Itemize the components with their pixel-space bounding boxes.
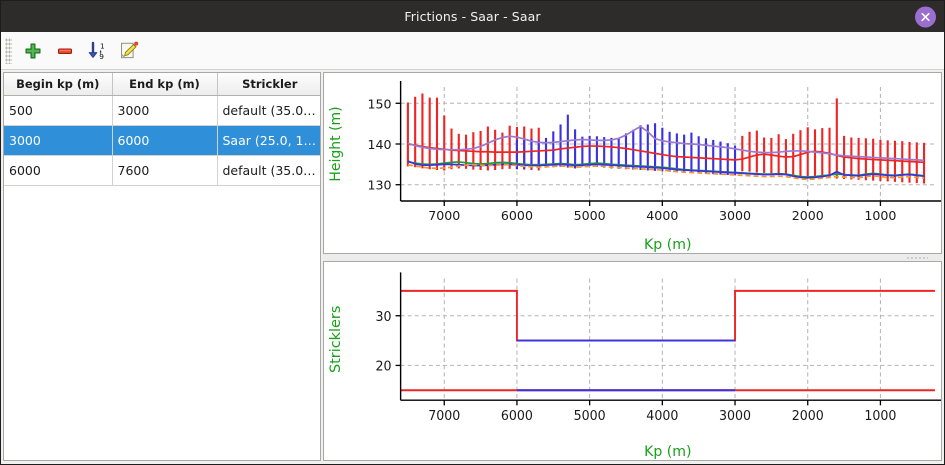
cell-end-kp[interactable]: 7600 (112, 155, 218, 186)
svg-text:150: 150 (367, 96, 391, 111)
cell-begin-kp[interactable]: 6000 (4, 155, 113, 186)
window-title: Frictions - Saar - Saar (404, 9, 541, 24)
charts-container: 130 140 150 7000 6000 5000 4000 3000 2000 1000 Kp … (323, 72, 942, 461)
svg-text:5000: 5000 (574, 409, 606, 424)
chart-series (407, 163, 925, 181)
svg-text:4000: 4000 (646, 409, 678, 424)
svg-text:30: 30 (376, 310, 392, 325)
chart-series (407, 143, 925, 164)
svg-text:3000: 3000 (719, 409, 751, 424)
window-titlebar: Frictions - Saar - Saar (1, 1, 944, 32)
svg-text:Stricklers: Stricklers (328, 306, 344, 373)
cell-strickler[interactable]: default (35.0, ... (217, 95, 320, 126)
column-header-begin-kp[interactable]: Begin kp (m) (4, 73, 113, 96)
cell-end-kp[interactable]: 6000 (112, 125, 218, 156)
table-header-row: Begin kp (m) End kp (m) Strickler (4, 73, 320, 96)
height-profile-chart[interactable]: 130 140 150 7000 6000 5000 4000 3000 2000 1000 Kp … (323, 72, 942, 254)
column-header-strickler[interactable]: Strickler (217, 73, 320, 96)
svg-text:4000: 4000 (646, 208, 678, 223)
svg-text:130: 130 (367, 178, 391, 193)
splitter-grip-icon (906, 256, 928, 259)
svg-text:6000: 6000 (501, 208, 533, 223)
svg-text:7000: 7000 (428, 208, 460, 223)
toolbar-grip[interactable] (5, 37, 12, 64)
svg-text:9: 9 (99, 52, 104, 61)
svg-text:2000: 2000 (792, 409, 824, 424)
column-header-end-kp[interactable]: End kp (m) (112, 73, 218, 96)
cell-strickler[interactable]: Saar (25.0, 15.0) (217, 125, 320, 156)
svg-text:6000: 6000 (501, 409, 533, 424)
sort-numeric-down-icon[interactable]: 1 9 (82, 36, 112, 66)
chart-series (407, 160, 925, 179)
svg-text:5000: 5000 (574, 208, 606, 223)
stricklers-chart[interactable]: 20 30 7000 6000 5000 4000 3000 2000 1000 Kp (m) St… (323, 261, 942, 461)
svg-text:20: 20 (376, 359, 392, 374)
toolbar: 1 9 (1, 32, 944, 70)
svg-text:1000: 1000 (864, 409, 896, 424)
table-row[interactable]: 3000 6000 Saar (25.0, 15.0) (4, 125, 320, 156)
frictions-table-panel: Begin kp (m) End kp (m) Strickler 500 30… (3, 72, 321, 461)
cell-end-kp[interactable]: 3000 (112, 95, 218, 126)
edit-note-icon[interactable] (114, 36, 144, 66)
close-icon[interactable] (915, 6, 936, 27)
svg-text:1: 1 (100, 41, 105, 50)
svg-text:7000: 7000 (428, 409, 460, 424)
chart-series (407, 125, 925, 162)
add-row-button[interactable] (18, 36, 48, 66)
main-body: Begin kp (m) End kp (m) Strickler 500 30… (1, 70, 944, 464)
svg-text:Height (m): Height (m) (328, 106, 344, 181)
table-row[interactable]: 6000 7600 default (35.0, ... (4, 155, 320, 186)
frictions-table: Begin kp (m) End kp (m) Strickler 500 30… (4, 73, 320, 186)
svg-text:Kp (m): Kp (m) (644, 444, 691, 460)
svg-text:2000: 2000 (792, 208, 824, 223)
svg-text:3000: 3000 (719, 208, 751, 223)
svg-text:140: 140 (367, 137, 391, 152)
charts-splitter[interactable] (323, 254, 942, 261)
cell-begin-kp[interactable]: 3000 (4, 125, 113, 156)
svg-text:Kp (m): Kp (m) (644, 237, 691, 253)
cell-strickler[interactable]: default (35.0, ... (217, 155, 320, 186)
svg-text:1000: 1000 (864, 208, 896, 223)
table-row[interactable]: 500 3000 default (35.0, ... (4, 95, 320, 126)
cell-begin-kp[interactable]: 500 (4, 95, 113, 126)
delete-row-button[interactable] (50, 36, 80, 66)
